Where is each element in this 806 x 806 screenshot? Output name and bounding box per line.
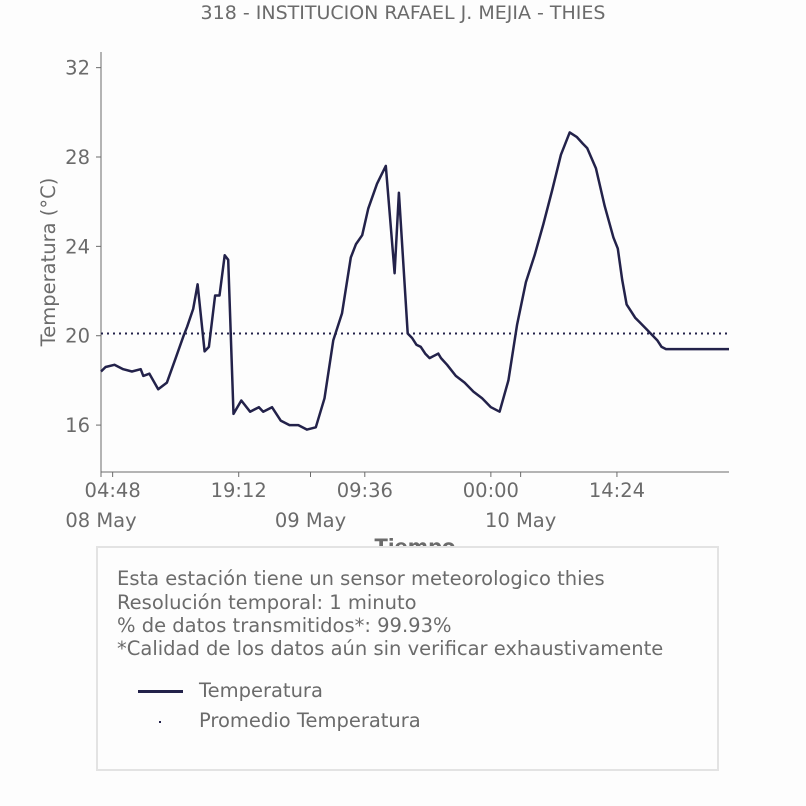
y-tick-label: 20	[65, 325, 90, 348]
temperature-chart: 16 20 24 28 32 04:48 19:12 09:36 00:00 14:24 08 Ma…	[37, 52, 729, 558]
legend-line-icon	[138, 690, 183, 693]
legend-label-mean: Promedio Temperatura	[199, 709, 421, 732]
info-line-quality-note: *Calidad de los datos aún sin verificar …	[117, 637, 664, 660]
legend-dot-icon	[159, 721, 161, 723]
chart-title: 318 - INSTITUCION RAFAEL J. MEJIA - THIE…	[200, 2, 606, 24]
info-line-sensor: Esta estación tiene un sensor meteorolog…	[117, 567, 605, 590]
axes: 16 20 24 28 32 04:48 19:12 09:36 00:00 14:24 08 Ma…	[65, 52, 729, 532]
y-tick-label: 32	[65, 57, 90, 80]
y-tick-label: 28	[65, 146, 90, 169]
info-box: Esta estación tiene un sensor meteorolog…	[96, 546, 719, 771]
chart-marks	[100, 131, 729, 431]
info-line-data-transmitted: % de datos transmitidos*: 99.93%	[117, 614, 452, 637]
date-tick-label: 08 May	[65, 509, 136, 532]
info-line-resolution: Resolución temporal: 1 minuto	[117, 591, 417, 614]
y-tick-label: 16	[65, 414, 90, 437]
legend-label-temperature: Temperatura	[199, 679, 323, 702]
x-tick-label: 09:36	[337, 479, 393, 502]
x-tick-label: 14:24	[589, 479, 645, 502]
x-tick-label: 19:12	[211, 479, 267, 502]
x-tick-label: 04:48	[85, 479, 141, 502]
date-tick-label: 10 May	[485, 509, 556, 532]
date-tick-label: 09 May	[275, 509, 346, 532]
x-tick-label: 00:00	[463, 479, 519, 502]
y-axis-label: Temperatura (°C)	[37, 178, 60, 348]
temperature-series-line	[100, 131, 729, 431]
y-tick-label: 24	[65, 235, 90, 258]
